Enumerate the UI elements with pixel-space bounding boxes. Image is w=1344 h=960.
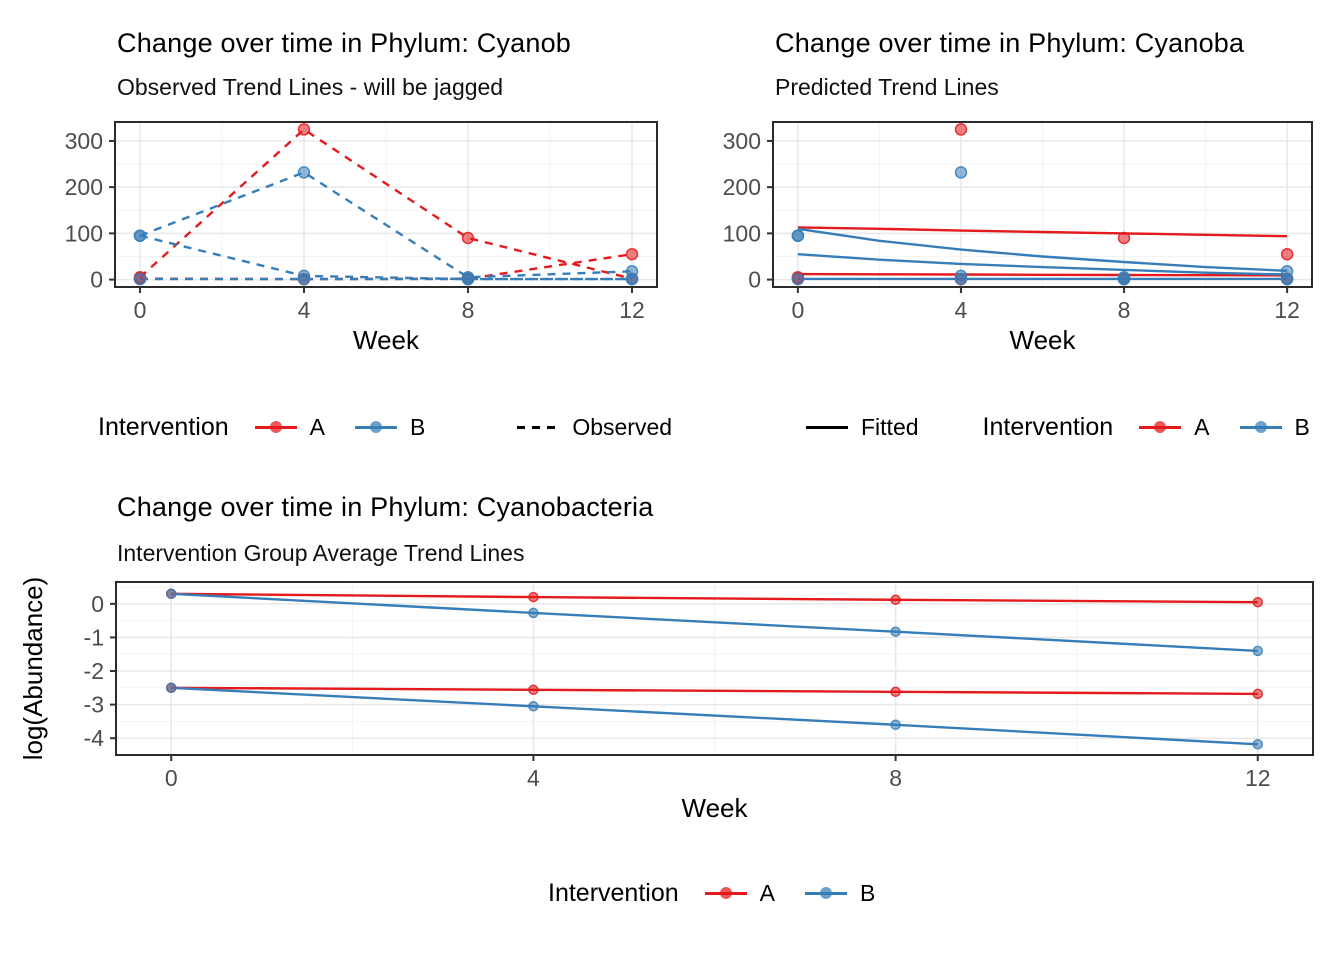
- legend-label-b: B: [1294, 413, 1310, 440]
- svg-text:Week: Week: [682, 793, 749, 822]
- legend-label-a: A: [1194, 413, 1210, 440]
- legend-item-fitted: Fitted: [806, 414, 919, 441]
- legend-title: Intervention: [548, 878, 679, 907]
- legend-label-b: B: [409, 413, 426, 440]
- legend-label-a: A: [309, 413, 325, 440]
- a-line-dot-swatch: [704, 882, 747, 904]
- predicted-chart-title: Change over time in Phylum: Cyanoba: [775, 28, 1245, 58]
- legend-item-b: B: [804, 879, 876, 907]
- svg-text:-3: -3: [84, 692, 104, 718]
- svg-text:300: 300: [65, 128, 103, 154]
- predicted-chart-legend: Fitted Intervention A B: [806, 412, 1340, 442]
- svg-text:4: 4: [527, 765, 540, 791]
- svg-text:200: 200: [65, 174, 103, 200]
- svg-text:0: 0: [791, 297, 804, 323]
- svg-text:100: 100: [723, 220, 761, 246]
- svg-text:8: 8: [462, 297, 475, 323]
- observed-chart-canvas: 0 4 8 12 0 100 200 300 Week: [65, 121, 658, 355]
- b-line-dot-swatch: [1239, 416, 1282, 438]
- observed-chart-subtitle: Observed Trend Lines - will be jagged: [117, 74, 504, 100]
- svg-text:4: 4: [298, 297, 311, 323]
- legend-label-fitted: Fitted: [861, 413, 919, 440]
- b-line-dot-swatch: [354, 416, 397, 438]
- svg-text:-1: -1: [84, 624, 104, 650]
- observed-dashed-line-swatch: [517, 416, 560, 438]
- legend-item-b: B: [354, 413, 426, 441]
- svg-text:0: 0: [134, 297, 147, 323]
- predicted-chart-canvas: 0 4 8 12 0 100 200 300 Week: [723, 121, 1313, 355]
- svg-text:0: 0: [748, 267, 761, 293]
- fitted-solid-line-swatch: [806, 416, 848, 438]
- svg-text:12: 12: [1274, 297, 1300, 323]
- average-chart-subtitle: Intervention Group Average Trend Lines: [117, 540, 525, 566]
- svg-text:0: 0: [91, 591, 104, 617]
- svg-text:-4: -4: [84, 725, 105, 751]
- average-chart-title: Change over time in Phylum: Cyanobacteri…: [117, 492, 654, 522]
- average-chart-canvas: 0 4 8 12 0 -1 -2 -3 -4 Week log(Abundance): [18, 577, 1314, 822]
- svg-text:8: 8: [889, 765, 902, 791]
- average-chart-legend: Intervention A B: [548, 878, 905, 908]
- svg-text:0: 0: [165, 765, 178, 791]
- a-line-dot-swatch: [254, 416, 297, 438]
- svg-text:log(Abundance): log(Abundance): [18, 577, 48, 761]
- svg-text:0: 0: [90, 267, 103, 293]
- svg-text:Week: Week: [353, 325, 420, 355]
- legend-item-a: A: [704, 879, 775, 907]
- legend-label-b: B: [859, 879, 876, 906]
- observed-chart-title: Change over time in Phylum: Cyanob: [117, 28, 572, 58]
- predicted-chart-subtitle: Predicted Trend Lines: [775, 74, 999, 100]
- observed-chart-legend: Intervention A B Observed: [98, 412, 702, 442]
- legend-item-b: B: [1239, 413, 1310, 441]
- legend-item-a: A: [1139, 413, 1210, 441]
- svg-text:4: 4: [955, 297, 968, 323]
- svg-text:300: 300: [723, 128, 761, 154]
- svg-text:12: 12: [619, 297, 645, 323]
- svg-text:100: 100: [65, 220, 103, 246]
- legend-item-a: A: [254, 413, 325, 441]
- svg-text:12: 12: [1245, 765, 1271, 791]
- svg-text:200: 200: [723, 174, 761, 200]
- svg-text:8: 8: [1118, 297, 1131, 323]
- svg-text:Week: Week: [1010, 325, 1077, 355]
- legend-title: Intervention: [982, 412, 1114, 441]
- svg-text:-2: -2: [84, 658, 104, 684]
- legend-title: Intervention: [98, 412, 229, 441]
- legend-label-observed: Observed: [572, 413, 673, 440]
- legend-label-a: A: [759, 879, 775, 906]
- b-line-dot-swatch: [804, 882, 847, 904]
- legend-item-observed: Observed: [517, 414, 672, 441]
- a-line-dot-swatch: [1139, 416, 1182, 438]
